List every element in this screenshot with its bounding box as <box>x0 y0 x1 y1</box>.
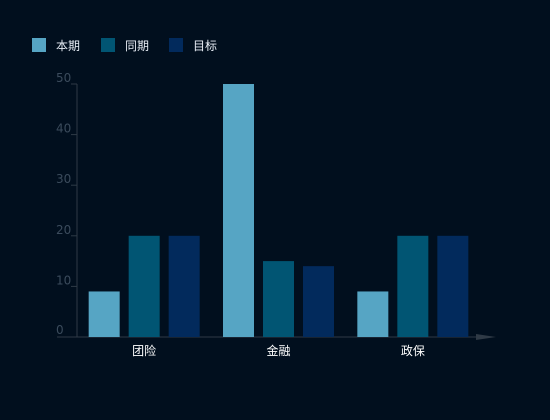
bar-2-1[interactable] <box>303 266 334 337</box>
x-axis: 团险 金融 政保 <box>57 334 496 358</box>
bar-0-2[interactable] <box>357 291 389 337</box>
y-axis: 0 10 20 30 40 50 <box>56 71 78 337</box>
bar-0-1[interactable] <box>223 84 254 337</box>
x-axis-arrow-icon <box>476 334 496 340</box>
y-tick-label: 20 <box>56 223 71 237</box>
bar-1-1[interactable] <box>263 261 294 337</box>
legend-item[interactable]: 目标 <box>169 38 217 53</box>
y-tick-label: 0 <box>56 323 64 337</box>
legend-swatch <box>101 38 115 52</box>
bars <box>88 84 469 337</box>
bar-1-2[interactable] <box>397 235 429 337</box>
y-tick-label: 50 <box>56 71 71 85</box>
legend-item[interactable]: 本期 <box>32 38 80 53</box>
bar-1-0[interactable] <box>128 235 160 337</box>
bar-2-0[interactable] <box>168 235 200 337</box>
legend-item[interactable]: 同期 <box>101 38 149 53</box>
legend-swatch <box>169 38 183 52</box>
bar-0-0[interactable] <box>88 291 120 337</box>
legend-label: 同期 <box>125 39 149 53</box>
y-tick-label: 40 <box>56 122 71 136</box>
x-category-label: 团险 <box>132 343 156 358</box>
y-tick-label: 10 <box>56 273 71 287</box>
bar-2-2[interactable] <box>437 235 469 337</box>
y-tick-label: 30 <box>56 172 71 186</box>
legend-swatch <box>32 38 46 52</box>
x-category-label: 政保 <box>401 344 425 358</box>
x-category-label: 金融 <box>266 343 290 358</box>
legend: 本期 同期 目标 <box>32 38 217 53</box>
legend-label: 目标 <box>193 39 217 53</box>
legend-label: 本期 <box>56 39 80 53</box>
